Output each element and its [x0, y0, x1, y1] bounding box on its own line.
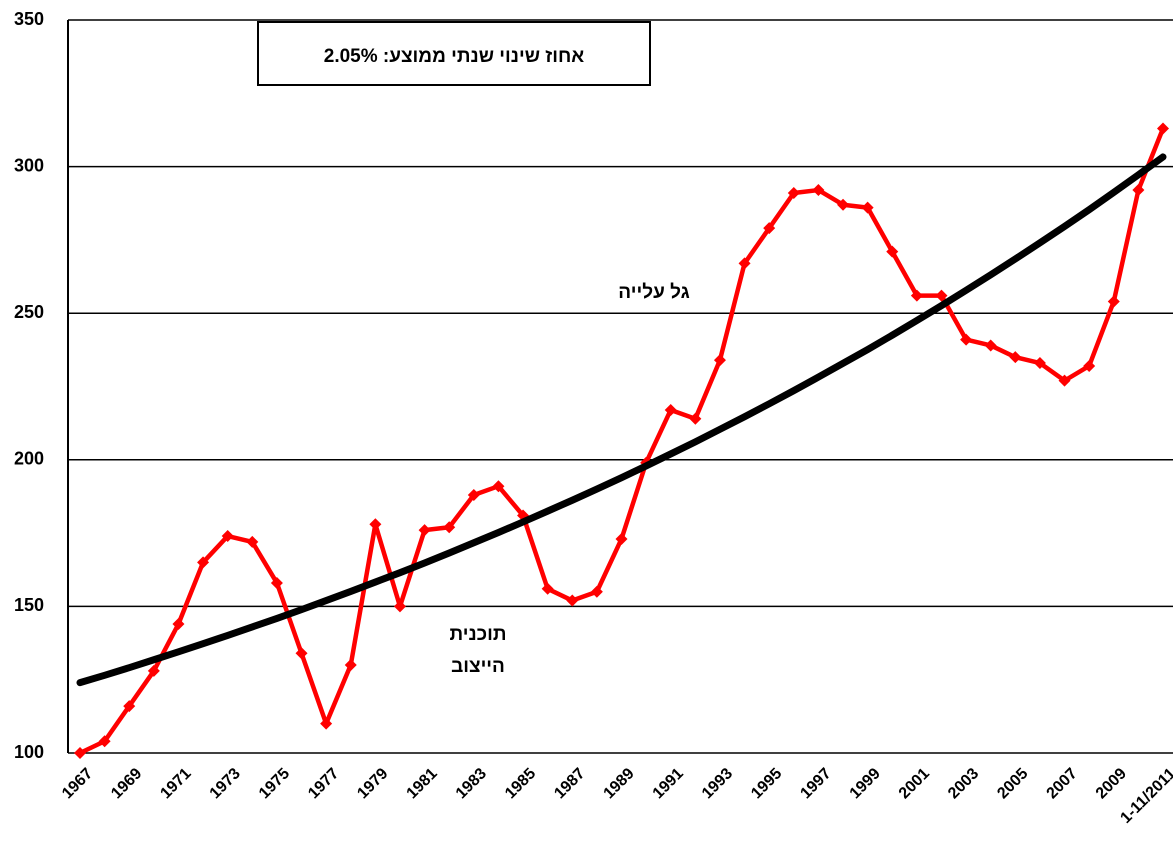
data-point	[615, 532, 628, 545]
data-point	[984, 339, 997, 352]
x-tick-label: 1971	[157, 765, 194, 802]
data-point	[1083, 359, 1096, 372]
y-tick-label: 200	[14, 449, 44, 469]
data-point	[98, 735, 111, 748]
y-tick-label: 100	[14, 742, 44, 762]
x-tick-label: 1967	[59, 765, 96, 802]
data-point	[960, 333, 973, 346]
x-tick-label: 1995	[748, 765, 785, 802]
data-point	[74, 747, 86, 759]
x-tick-label: 2003	[945, 765, 982, 802]
data-point	[172, 617, 185, 630]
data-point	[393, 600, 406, 613]
data-point	[664, 403, 677, 416]
data-point	[812, 184, 825, 197]
x-tick-label: 2001	[896, 765, 933, 802]
data-point	[541, 582, 554, 595]
data-point	[763, 222, 776, 235]
series-line	[77, 126, 1166, 756]
data-point	[886, 245, 899, 258]
x-tick-label: 1991	[650, 765, 687, 802]
data-point	[320, 717, 333, 730]
data-point	[369, 518, 382, 531]
series-line	[76, 153, 1167, 687]
annotation: הייצוב	[451, 656, 505, 677]
x-tick-label: 1977	[305, 765, 342, 802]
data-point	[1107, 295, 1120, 308]
data-point	[590, 585, 603, 598]
data-point	[1132, 184, 1145, 197]
y-tick-label: 350	[14, 9, 44, 29]
y-tick-label: 150	[14, 595, 44, 615]
data-point	[910, 289, 923, 302]
data-point	[467, 488, 480, 501]
data-point	[1009, 351, 1022, 364]
x-tick-label: 2009	[1093, 765, 1130, 802]
x-tick-label: 1969	[108, 765, 145, 802]
data-point	[1033, 357, 1046, 370]
x-tick-label: 1989	[600, 765, 637, 802]
data-point	[787, 186, 800, 199]
data-point	[689, 412, 702, 425]
data-point	[935, 289, 948, 302]
annotation: תוכנית	[449, 624, 506, 645]
data-point	[1157, 122, 1169, 135]
x-tick-label: 2007	[1044, 765, 1081, 802]
x-tick-label: 1997	[797, 765, 834, 802]
x-tick-label: 1999	[847, 765, 884, 802]
x-tick-label: 1973	[207, 765, 244, 802]
data-point	[147, 664, 160, 677]
data-point	[246, 535, 259, 548]
annotation-box	[257, 21, 651, 86]
x-tick-label: 1983	[453, 765, 490, 802]
x-tick-label: 1987	[551, 765, 588, 802]
data-point	[221, 530, 234, 543]
x-tick-label: 1975	[256, 765, 293, 802]
data-point	[344, 659, 357, 672]
annotation: גל עלייה	[618, 282, 689, 303]
data-point	[1058, 374, 1071, 387]
y-tick-label: 250	[14, 302, 44, 322]
x-tick-label: 2005	[994, 765, 1031, 802]
data-point	[837, 198, 850, 211]
x-tick-label: 1981	[404, 765, 441, 802]
data-point	[738, 257, 751, 270]
x-tick-label: 1985	[502, 765, 539, 802]
data-point	[123, 700, 136, 713]
data-point	[197, 556, 210, 569]
data-point	[492, 480, 505, 493]
data-point	[566, 594, 579, 607]
x-tick-label: 1979	[354, 765, 391, 802]
data-point	[418, 524, 431, 537]
data-point	[861, 201, 874, 214]
data-point	[443, 521, 456, 534]
data-point	[713, 354, 726, 367]
annotation: אחוז שינוי שנתי ממוצע: 2.05%	[324, 46, 584, 67]
data-point	[270, 576, 283, 589]
x-tick-label: 1993	[699, 765, 736, 802]
data-point	[295, 647, 308, 660]
y-tick-label: 300	[14, 155, 44, 175]
